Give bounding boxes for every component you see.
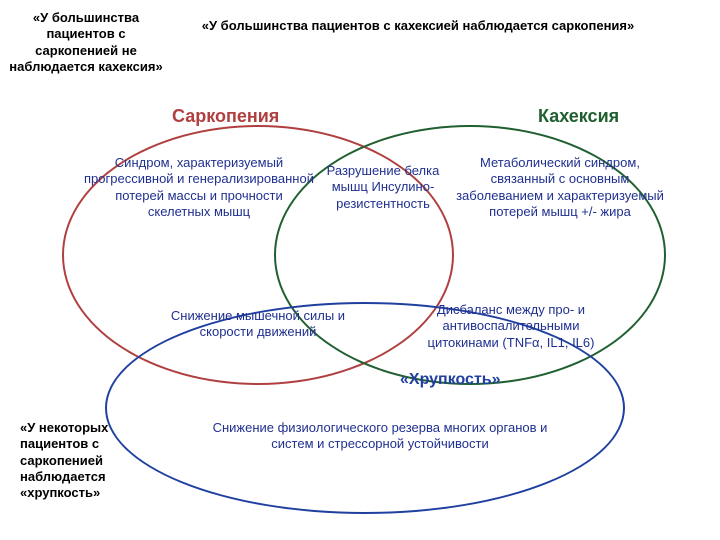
- text-right-bottom-overlap: Дисбаланс между про- и антивоспалительны…: [406, 302, 616, 351]
- title-frailty: «Хрупкость»: [400, 370, 501, 390]
- text-frailty-body: Снижение физиологического резерва многих…: [210, 420, 550, 453]
- title-cachexia: Кахексия: [538, 105, 619, 128]
- text-left-bottom-overlap: Снижение мышечной силы и скорости движен…: [168, 308, 348, 341]
- caption-bottom-left: «У некоторых пациентов с саркопенией наб…: [20, 420, 160, 501]
- caption-top-right: «У большинства пациентов с кахексией наб…: [178, 18, 658, 34]
- caption-top-left: «У большинства пациентов с саркопенией н…: [6, 10, 166, 75]
- text-cachexia-body: Метаболический синдром, связанный с осно…: [450, 155, 670, 220]
- text-center-overlap: Разрушение белка мышц Инсулино-резистент…: [318, 163, 448, 212]
- text-sarcopenia-body: Синдром, характеризуемый прогрессивной и…: [84, 155, 314, 220]
- title-sarcopenia: Саркопения: [172, 105, 279, 128]
